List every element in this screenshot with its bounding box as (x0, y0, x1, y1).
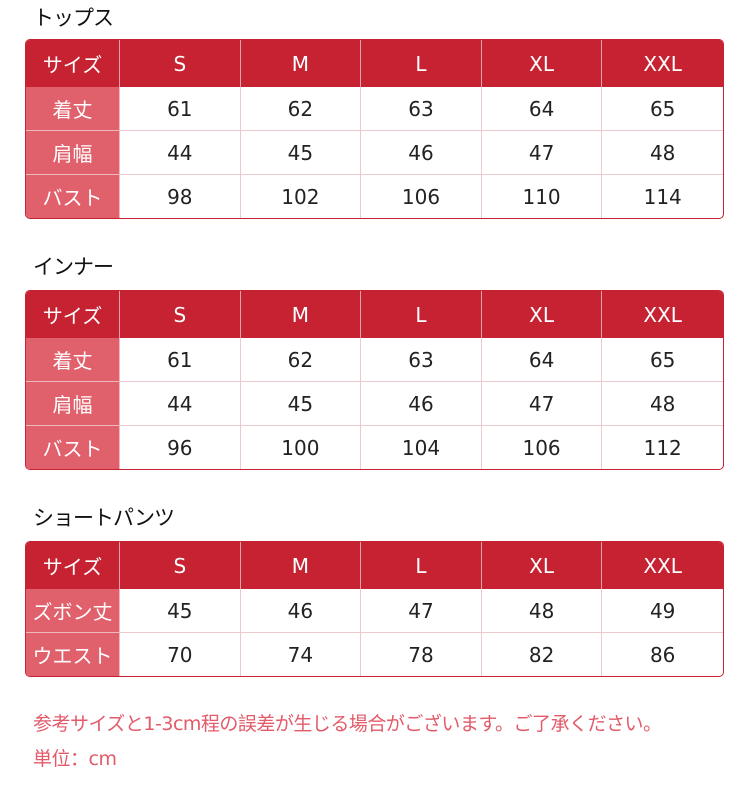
column-header: XXL (602, 291, 723, 338)
table-cell: 47 (481, 382, 603, 426)
table-cell: 48 (481, 589, 603, 633)
column-header: M (240, 291, 362, 338)
table-cell: 102 (241, 175, 362, 218)
table-cell: 70 (120, 633, 241, 676)
table-row: ズボン丈 45 46 47 48 49 (26, 589, 723, 633)
table-cell: 78 (361, 633, 482, 676)
table-cell: 110 (482, 175, 603, 218)
column-header: XL (481, 542, 603, 589)
column-header: L (361, 542, 482, 589)
table-cell: 65 (602, 87, 723, 131)
row-header: 着丈 (26, 87, 120, 131)
table-cell: 74 (241, 633, 362, 676)
table-cell: 44 (120, 382, 241, 426)
column-header: XXL (602, 40, 723, 87)
table-cell: 100 (241, 426, 362, 469)
table-cell: 106 (361, 175, 482, 218)
table-cell: 47 (481, 131, 603, 175)
section-title-inner: インナー (33, 255, 114, 279)
column-header: M (240, 40, 362, 87)
unit-note: 単位：cm (33, 748, 117, 770)
table-row: バスト 96 100 104 106 112 (26, 426, 723, 469)
table-cell: 114 (643, 184, 682, 209)
table-cell: 46 (361, 382, 482, 426)
table-row: 着丈 61 62 63 64 65 (26, 338, 723, 382)
table-cell: 82 (482, 633, 603, 676)
size-table-tops: サイズ S M L XL XXL 着丈 61 62 63 64 65 肩幅 44 45 46 47 48 バスト 98… (25, 39, 724, 219)
column-header: M (240, 542, 362, 589)
disclaimer-note: 参考サイズと1-3cm程の誤差が生じる場合がございます。ご了承ください。 (33, 713, 662, 735)
table-cell: 45 (120, 589, 241, 633)
section-title-tops: トップス (33, 6, 114, 30)
table-cell: 62 (240, 87, 362, 131)
table-cell: 64 (481, 87, 603, 131)
table-cell: 45 (240, 382, 362, 426)
table-row: 着丈 61 62 63 64 65 (26, 87, 723, 131)
table-cell: 48 (602, 131, 723, 175)
table-cell: 47 (361, 589, 482, 633)
size-table-shorts: サイズ S M L XL XXL ズボン丈 45 46 47 48 49 ウエスト 70 74 78 82 86 (25, 541, 724, 677)
table-row: 肩幅 44 45 46 47 48 (26, 131, 723, 175)
table-cell: 64 (481, 338, 603, 382)
table-cell: 106 (482, 426, 603, 469)
table-cell: 65 (602, 338, 723, 382)
column-header: XL (481, 40, 603, 87)
column-header: XXL (602, 542, 723, 589)
row-header: 肩幅 (26, 382, 120, 426)
header-row: サイズ S M L XL XXL (26, 291, 723, 338)
table-cell: 112 (643, 435, 682, 460)
header-row: サイズ S M L XL XXL (26, 542, 723, 589)
section-title-shorts: ショートパンツ (33, 506, 175, 530)
table-cell: 63 (361, 338, 482, 382)
column-header: XL (481, 291, 603, 338)
table-cell: 98 (120, 175, 241, 218)
column-header: サイズ (26, 40, 120, 87)
table-cell: 49 (602, 589, 723, 633)
column-header: S (120, 291, 241, 338)
row-header: ズボン丈 (26, 589, 120, 633)
row-header: バスト (26, 426, 120, 469)
table-cell: 44 (120, 131, 241, 175)
table-cell: 61 (120, 87, 241, 131)
column-header: S (120, 542, 241, 589)
table-row: バスト 98 102 106 110 114 (26, 175, 723, 218)
column-header: S (120, 40, 241, 87)
table-cell: 61 (120, 338, 241, 382)
row-header: 着丈 (26, 338, 120, 382)
table-cell: 48 (602, 382, 723, 426)
column-header: L (361, 40, 482, 87)
row-header: 肩幅 (26, 131, 120, 175)
table-cell: 62 (240, 338, 362, 382)
column-header: L (361, 291, 482, 338)
table-cell: 104 (361, 426, 482, 469)
header-row: サイズ S M L XL XXL (26, 40, 723, 87)
size-table-inner: サイズ S M L XL XXL 着丈 61 62 63 64 65 肩幅 44 45 46 47 48 バスト 96… (25, 290, 724, 470)
row-header: ウエスト (26, 633, 120, 676)
table-cell: 96 (120, 426, 241, 469)
table-row: ウエスト 70 74 78 82 86 (26, 633, 723, 676)
table-cell: 86 (649, 642, 676, 667)
table-cell: 46 (240, 589, 362, 633)
table-cell: 46 (361, 131, 482, 175)
table-cell: 45 (240, 131, 362, 175)
column-header: サイズ (26, 542, 120, 589)
table-row: 肩幅 44 45 46 47 48 (26, 382, 723, 426)
table-cell: 63 (361, 87, 482, 131)
row-header: バスト (26, 175, 120, 218)
column-header: サイズ (26, 291, 120, 338)
